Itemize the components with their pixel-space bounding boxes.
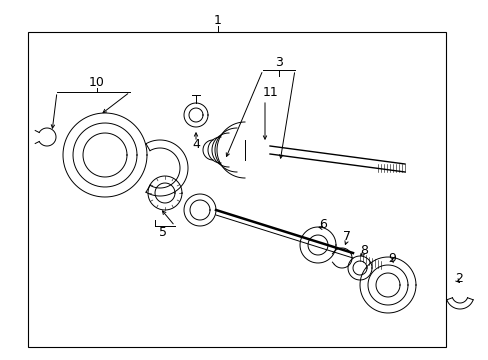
Text: 1: 1 (214, 13, 222, 27)
Text: 10: 10 (89, 76, 105, 89)
Text: 3: 3 (274, 57, 283, 69)
Text: 8: 8 (359, 243, 367, 256)
Text: 7: 7 (342, 230, 350, 243)
Text: 4: 4 (192, 139, 200, 152)
Text: 11: 11 (263, 86, 278, 99)
Text: 5: 5 (159, 225, 167, 238)
Text: 6: 6 (318, 219, 326, 231)
Text: 9: 9 (387, 252, 395, 265)
Text: 2: 2 (454, 271, 462, 284)
Bar (28, 32, 445, 347)
